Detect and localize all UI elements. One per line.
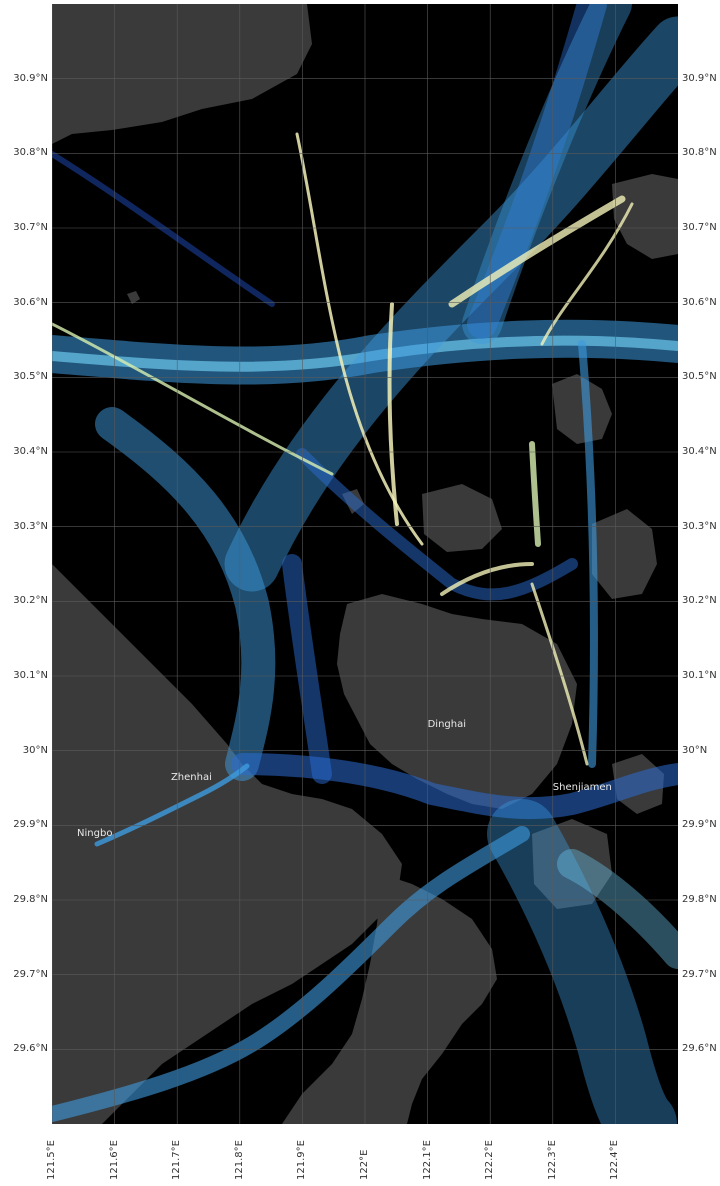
lat-label-right: 29.8°N <box>682 894 717 905</box>
map-canvas <box>52 4 678 1124</box>
lat-label-left: 30.3°N <box>13 520 48 532</box>
track-yellow-2 <box>387 302 399 526</box>
track-northeast-fan-2 <box>467 4 607 339</box>
track-northwest <box>52 151 275 307</box>
lat-label-right: 30.9°N <box>682 72 717 84</box>
lon-label: 122.3°E <box>546 1140 558 1180</box>
place-label-zhenhai: Zhenhai <box>170 772 212 784</box>
lat-label-right: 30.5°N <box>682 371 717 383</box>
land-island-east-1 <box>552 374 612 444</box>
track-center-vertical <box>282 554 332 784</box>
lat-label-right: 30.3°N <box>682 520 717 532</box>
lat-label-left: 29.8°N <box>13 894 48 905</box>
lat-label-left: 29.9°N <box>13 819 48 831</box>
place-label-dinghai: Dinghai <box>427 718 467 730</box>
track-west-coast <box>95 407 276 781</box>
lat-label-right: 30.2°N <box>682 595 717 607</box>
lat-label-right: 29.7°N <box>682 968 717 980</box>
lat-label-right: 30.7°N <box>682 222 717 233</box>
lat-label-left: 30.1°N <box>13 670 48 681</box>
track-main-eastwest-core <box>52 335 678 372</box>
lon-label: 121.5°E <box>46 1140 57 1180</box>
lat-label-right: 30.4°N <box>682 446 717 457</box>
land-south-peninsula <box>282 874 497 1124</box>
land-island-daishan <box>422 484 502 552</box>
land-island-small-3 <box>127 291 140 304</box>
track-east-vertical <box>578 340 598 768</box>
land-island-east-2 <box>592 509 657 599</box>
track-yellow-6 <box>530 582 589 766</box>
lat-label-right: 30.8°N <box>682 147 717 159</box>
lat-label-right: 30.6°N <box>682 296 717 308</box>
graticule <box>52 4 678 1124</box>
lat-label-right: 29.9°N <box>682 819 717 831</box>
lat-label-left: 30.8°N <box>13 147 48 159</box>
lon-label: 122.1°E <box>421 1140 433 1180</box>
track-to-ningbo <box>94 763 250 847</box>
land-zhoushan-island <box>337 594 577 809</box>
lat-label-left: 30.4°N <box>13 446 48 457</box>
track-yellow-4 <box>448 195 626 308</box>
lat-label-right: 30.1°N <box>682 670 717 681</box>
track-yellow-7 <box>52 322 334 476</box>
lat-label-left: 30.9°N <box>13 72 48 84</box>
track-southeast-out <box>557 849 678 969</box>
land-northwest <box>52 4 312 144</box>
place-label-shenjiamen: Shenjiamen <box>552 782 612 793</box>
lon-label: 122.4°E <box>609 1140 621 1180</box>
lat-label-left: 29.7°N <box>13 968 48 980</box>
shipping-track-map[interactable] <box>52 4 678 1124</box>
land-island-northeast <box>612 174 678 259</box>
lat-label-left: 30.6°N <box>13 296 48 308</box>
land-southwest-mainland <box>52 564 402 1124</box>
lon-label: 121.8°E <box>233 1140 245 1180</box>
track-south-fan <box>487 799 677 1124</box>
lat-label-left: 30°N <box>22 744 48 756</box>
lon-label: 121.9°E <box>296 1140 308 1180</box>
lat-label-left: 30.2°N <box>13 595 48 607</box>
track-south-coast <box>52 826 530 1122</box>
ship-track-layer <box>52 4 678 1124</box>
lon-label: 122.2°E <box>484 1140 496 1180</box>
lon-label: 122°E <box>359 1149 370 1180</box>
track-yellow-5 <box>440 562 534 596</box>
land-layer <box>52 4 678 1124</box>
lat-label-right: 30°N <box>682 744 708 756</box>
track-yellow-3 <box>529 441 541 547</box>
lat-label-right: 29.6°N <box>682 1043 717 1055</box>
track-yellow-8 <box>540 202 634 346</box>
track-mid-diagonal <box>296 448 578 601</box>
place-label-ningbo: Ningbo <box>77 828 113 840</box>
track-inner-loop <box>231 753 678 820</box>
land-island-southeast <box>532 819 612 909</box>
lon-label: 121.7°E <box>171 1140 183 1180</box>
lat-label-left: 30.5°N <box>13 371 48 383</box>
lon-label: 121.6°E <box>108 1140 120 1180</box>
lat-label-left: 30.7°N <box>13 222 48 233</box>
lat-label-left: 29.6°N <box>13 1043 48 1055</box>
